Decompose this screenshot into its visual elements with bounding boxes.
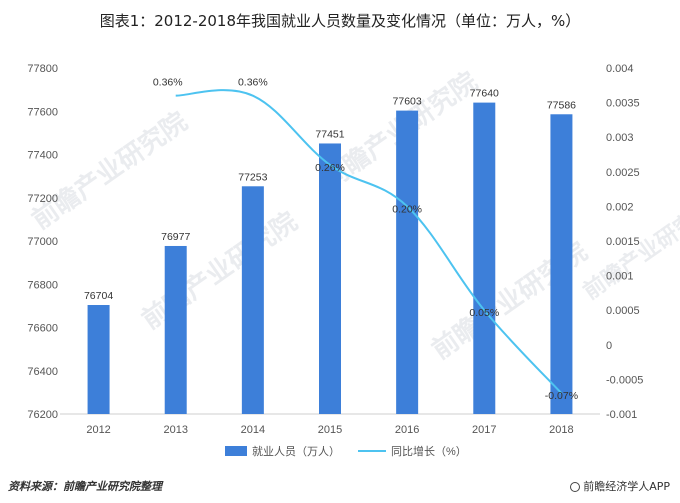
bar (87, 305, 110, 414)
y-left-tick-label: 76600 (27, 323, 58, 335)
watermark-text: 前瞻产业研究院 (136, 206, 303, 336)
bar-data-label: 77640 (470, 88, 499, 100)
y-right-tick-label: 0.002 (606, 201, 634, 213)
y-right-tick-label: 0.0025 (606, 167, 640, 179)
bar (473, 102, 496, 414)
bar-data-label: 77253 (238, 171, 267, 183)
growth-line (175, 89, 563, 394)
y-right-tick-label: 0.001 (606, 271, 634, 283)
x-tick-label: 2017 (472, 424, 496, 436)
y-left-tick-label: 77200 (27, 193, 58, 205)
bar-data-label: 76977 (161, 231, 190, 243)
legend: 就业人员（万人） 同比增长（%） (225, 444, 467, 458)
watermarks: 前瞻产业研究院 前瞻产业研究院 前瞻产业研究院 前瞻产业研究院 前瞻产业研究院 (26, 66, 680, 366)
y-right-tick-label: 0.0035 (606, 98, 640, 110)
bar (396, 110, 419, 414)
y-right-tick-label: -0.0005 (606, 374, 643, 386)
line-data-label: 0.05% (469, 307, 499, 319)
x-axis: 2012 2013 2014 2015 2016 2017 2018 (86, 424, 573, 436)
line-series: 0.36% 0.36% 0.26% 0.20% 0.05% -0.07% (153, 77, 578, 403)
legend-swatch-bar (225, 446, 247, 456)
legend-label-bar: 就业人员（万人） (252, 444, 340, 458)
y-left-tick-label: 76800 (27, 279, 58, 291)
bar (164, 245, 187, 414)
x-tick-label: 2016 (395, 424, 419, 436)
source-note: 资料来源：前瞻产业研究院整理 (8, 480, 162, 493)
y-axis-left: 76200 76400 76600 76800 77000 77200 77400 77600… (27, 63, 58, 421)
line-data-label: 0.36% (153, 77, 183, 89)
y-left-tick-label: 76400 (27, 366, 58, 378)
bar-data-label: 77586 (547, 99, 576, 111)
y-left-tick-label: 77800 (27, 63, 58, 75)
line-data-label: -0.07% (545, 390, 578, 402)
watermark-text: 前瞻产业研究院 (26, 106, 193, 236)
x-tick-label: 2015 (318, 424, 342, 436)
x-tick-label: 2013 (163, 424, 187, 436)
y-left-tick-label: 77000 (27, 236, 58, 248)
brand-text: 前瞻经济学人APP (583, 480, 670, 493)
y-left-tick-label: 77600 (27, 106, 58, 118)
bar (319, 143, 341, 414)
x-tick-label: 2014 (241, 424, 265, 436)
y-right-tick-label: -0.001 (606, 409, 637, 421)
x-tick-label: 2018 (549, 424, 573, 436)
y-left-tick-label: 76200 (27, 409, 58, 421)
y-right-tick-label: 0.0005 (606, 305, 640, 317)
bar (241, 186, 264, 414)
brand-logo-icon (570, 482, 581, 492)
y-right-tick-label: 0.003 (606, 132, 634, 144)
legend-label-line: 同比增长（%） (391, 444, 467, 458)
line-data-label: 0.36% (238, 77, 268, 89)
bar-data-label: 77451 (315, 128, 344, 140)
bar-data-label: 77603 (393, 96, 422, 108)
y-right-tick-label: 0.0015 (606, 236, 640, 248)
y-left-tick-label: 77400 (27, 150, 58, 162)
bar (550, 114, 573, 414)
y-axis-right: -0.001 -0.0005 0 0.0005 0.001 0.0015 0.002 0.00… (606, 63, 643, 421)
line-data-label: 0.26% (315, 162, 345, 174)
x-tick-label: 2012 (86, 424, 110, 436)
chart-title: 图表1：2012-2018年我国就业人员数量及变化情况（单位：万人，%） (99, 12, 581, 30)
line-data-label: 0.20% (392, 203, 422, 215)
brand-label: 前瞻经济学人APP (570, 478, 670, 494)
y-right-tick-label: 0.004 (606, 63, 634, 75)
y-right-tick-label: 0 (606, 340, 612, 352)
bar-series: 76704 76977 77253 77451 77603 77640 77586 (84, 88, 576, 414)
bar-data-label: 76704 (84, 290, 113, 302)
